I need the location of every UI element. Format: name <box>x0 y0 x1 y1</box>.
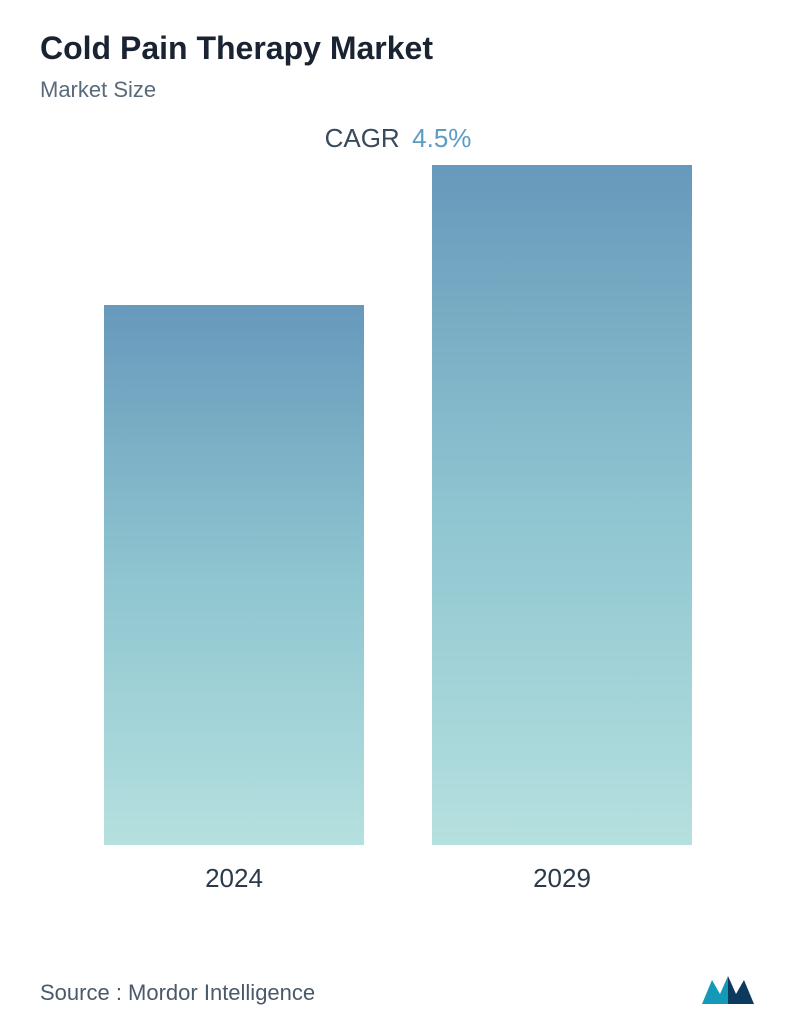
bar-1 <box>432 165 692 845</box>
chart-subtitle: Market Size <box>40 77 756 103</box>
bar-label-1: 2029 <box>533 863 591 894</box>
bar-group-0: 2024 <box>104 305 364 894</box>
cagr-row: CAGR 4.5% <box>40 123 756 154</box>
logo-icon <box>700 972 756 1006</box>
footer: Source : Mordor Intelligence <box>40 972 756 1006</box>
source-text: Source : Mordor Intelligence <box>40 980 315 1006</box>
bar-label-0: 2024 <box>205 863 263 894</box>
bar-group-1: 2029 <box>432 165 692 894</box>
chart-title: Cold Pain Therapy Market <box>40 30 756 67</box>
chart-area: 2024 2029 <box>40 174 756 894</box>
cagr-value: 4.5% <box>412 123 471 153</box>
cagr-label: CAGR <box>325 123 400 153</box>
bar-0 <box>104 305 364 845</box>
